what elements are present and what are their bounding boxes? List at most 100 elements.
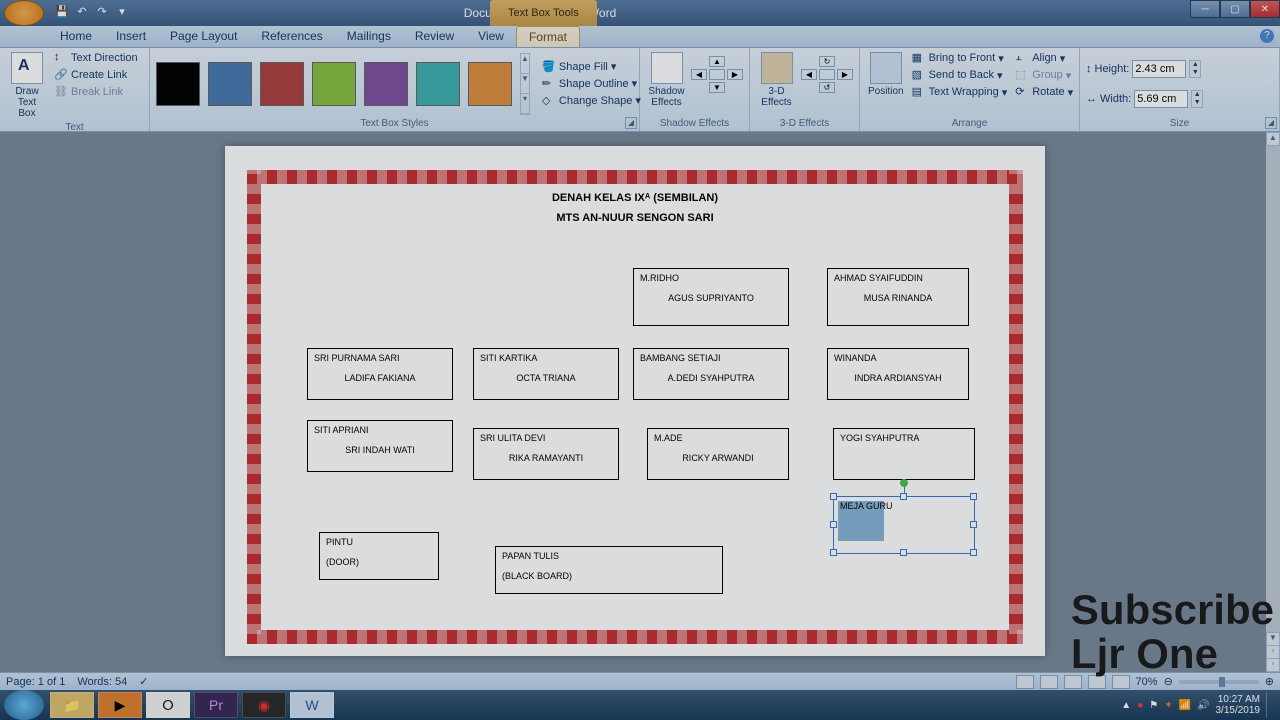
tray-app-icon[interactable]: ✶ xyxy=(1164,700,1172,711)
draw-textbox-button[interactable]: A Draw Text Box xyxy=(6,50,48,121)
style-swatch[interactable] xyxy=(416,62,460,106)
taskbar-media[interactable]: ▶ xyxy=(98,692,142,718)
maximize-button[interactable]: ▢ xyxy=(1220,0,1250,18)
create-link-button[interactable]: 🔗Create Link xyxy=(52,67,140,83)
tab-references[interactable]: References xyxy=(249,26,334,47)
taskbar-chrome[interactable]: ⭘ xyxy=(146,692,190,718)
tab-page-layout[interactable]: Page Layout xyxy=(158,26,249,47)
shape-outline-button[interactable]: ✏Shape Outline ▾ xyxy=(540,76,643,92)
taskbar-recorder[interactable]: ◉ xyxy=(242,692,286,718)
view-web-layout[interactable] xyxy=(1064,675,1082,689)
proofing-icon[interactable]: ✓ xyxy=(139,675,148,688)
resize-handle[interactable] xyxy=(900,493,907,500)
close-button[interactable]: ✕ xyxy=(1250,0,1280,18)
tab-home[interactable]: Home xyxy=(48,26,104,47)
save-icon[interactable]: 💾 xyxy=(54,5,70,21)
textbox[interactable]: SRI ULITA DEVIRIKA RAMAYANTI xyxy=(473,428,619,480)
minimize-button[interactable]: ─ xyxy=(1190,0,1220,18)
zoom-in-button[interactable]: ⊕ xyxy=(1265,675,1274,688)
clock-date[interactable]: 3/15/2019 xyxy=(1216,705,1261,716)
tray-show-hidden-icon[interactable]: ▲ xyxy=(1121,700,1131,711)
break-link-button[interactable]: ⛓Break Link xyxy=(52,84,140,100)
style-swatch[interactable] xyxy=(208,62,252,106)
redo-icon[interactable]: ↷ xyxy=(94,5,110,21)
width-spinner[interactable]: ▲▼ xyxy=(1191,90,1203,108)
tab-view[interactable]: View xyxy=(466,26,516,47)
shadow-nudge[interactable]: ▲ ◀▶ ▼ xyxy=(691,56,743,93)
show-desktop-button[interactable] xyxy=(1266,692,1274,718)
tab-mailings[interactable]: Mailings xyxy=(335,26,403,47)
office-button[interactable] xyxy=(4,0,44,26)
bring-front-button[interactable]: ▦Bring to Front ▾ xyxy=(910,50,1010,66)
send-back-button[interactable]: ▧Send to Back ▾ xyxy=(910,67,1010,83)
tab-format[interactable]: Format xyxy=(516,26,580,47)
resize-handle[interactable] xyxy=(970,493,977,500)
text-wrapping-button[interactable]: ▤Text Wrapping ▾ xyxy=(910,84,1010,100)
taskbar-word[interactable]: W xyxy=(290,692,334,718)
view-print-layout[interactable] xyxy=(1016,675,1034,689)
view-full-screen[interactable] xyxy=(1040,675,1058,689)
style-swatch[interactable] xyxy=(260,62,304,106)
change-shape-button[interactable]: ◇Change Shape ▾ xyxy=(540,93,643,109)
help-icon[interactable]: ? xyxy=(1260,29,1274,43)
style-swatch[interactable] xyxy=(156,62,200,106)
textbox[interactable]: AHMAD SYAIFUDDINMUSA RINANDA xyxy=(827,268,969,326)
tray-network-icon[interactable]: 📶 xyxy=(1179,700,1191,711)
tab-insert[interactable]: Insert xyxy=(104,26,158,47)
dialog-launcher[interactable]: ◢ xyxy=(625,117,637,129)
textbox[interactable]: M.RIDHOAGUS SUPRIYANTO xyxy=(633,268,789,326)
resize-handle[interactable] xyxy=(830,549,837,556)
shape-fill-button[interactable]: 🪣Shape Fill ▾ xyxy=(540,59,643,75)
taskbar-premiere[interactable]: Pr xyxy=(194,692,238,718)
3d-effects-button[interactable]: 3-D Effects xyxy=(756,50,797,110)
style-swatch[interactable] xyxy=(468,62,512,106)
tray-record-icon[interactable]: ● xyxy=(1137,700,1143,711)
tab-review[interactable]: Review xyxy=(403,26,466,47)
textbox[interactable]: M.ADERICKY ARWANDI xyxy=(647,428,789,480)
taskbar-explorer[interactable]: 📁 xyxy=(50,692,94,718)
dialog-launcher[interactable]: ◢ xyxy=(1265,117,1277,129)
shadow-effects-button[interactable]: Shadow Effects xyxy=(646,50,687,110)
clock-time[interactable]: 10:27 AM xyxy=(1216,694,1261,705)
style-swatch[interactable] xyxy=(364,62,408,106)
textbox[interactable]: PINTU(DOOR) xyxy=(319,532,439,580)
width-input[interactable] xyxy=(1134,90,1188,108)
vertical-scrollbar[interactable]: ▲ ▼ ◦ ◦ xyxy=(1266,132,1280,672)
zoom-slider[interactable] xyxy=(1179,680,1259,684)
undo-icon[interactable]: ↶ xyxy=(74,5,90,21)
style-gallery[interactable] xyxy=(156,62,512,106)
rotate-button[interactable]: ⟳Rotate ▾ xyxy=(1013,84,1075,100)
view-outline[interactable] xyxy=(1088,675,1106,689)
height-input[interactable] xyxy=(1132,60,1186,78)
textbox[interactable]: YOGI SYAHPUTRA xyxy=(833,428,975,480)
tray-volume-icon[interactable]: 🔊 xyxy=(1197,700,1209,711)
resize-handle[interactable] xyxy=(970,521,977,528)
tray-flag-icon[interactable]: ⚑ xyxy=(1149,700,1158,711)
view-draft[interactable] xyxy=(1112,675,1130,689)
resize-handle[interactable] xyxy=(970,549,977,556)
page-indicator[interactable]: Page: 1 of 1 xyxy=(6,676,65,688)
resize-handle[interactable] xyxy=(830,521,837,528)
textbox[interactable]: SITI KARTIKAOCTA TRIANA xyxy=(473,348,619,400)
start-button[interactable] xyxy=(4,690,44,720)
3d-tilt[interactable]: ↻ ◀▶ ↺ xyxy=(801,56,853,93)
page[interactable]: DENAH KELAS IXᴬ (SEMBILAN) MTS AN-NUUR S… xyxy=(225,146,1045,656)
position-button[interactable]: Position xyxy=(866,50,906,99)
gallery-scroll[interactable]: ▲▼▾ xyxy=(520,53,530,115)
selected-textbox[interactable]: MEJA GURU xyxy=(833,496,975,554)
text-direction-button[interactable]: ↕Text Direction xyxy=(52,50,140,66)
word-count[interactable]: Words: 54 xyxy=(77,676,127,688)
textbox[interactable]: SITI APRIANISRI INDAH WATI xyxy=(307,420,453,472)
zoom-out-button[interactable]: ⊖ xyxy=(1164,675,1173,688)
zoom-level[interactable]: 70% xyxy=(1136,676,1158,688)
resize-handle[interactable] xyxy=(900,549,907,556)
qat-dropdown-icon[interactable]: ▾ xyxy=(114,5,130,21)
align-button[interactable]: ⫠Align ▾ xyxy=(1013,50,1075,66)
textbox[interactable]: BAMBANG SETIAJIA.DEDI SYAHPUTRA xyxy=(633,348,789,400)
group-button[interactable]: ⬚Group ▾ xyxy=(1013,67,1075,83)
height-spinner[interactable]: ▲▼ xyxy=(1189,60,1201,78)
style-swatch[interactable] xyxy=(312,62,356,106)
textbox[interactable]: WINANDAINDRA ARDIANSYAH xyxy=(827,348,969,400)
textbox[interactable]: SRI PURNAMA SARILADIFA FAKIANA xyxy=(307,348,453,400)
rotate-handle[interactable] xyxy=(900,479,908,487)
